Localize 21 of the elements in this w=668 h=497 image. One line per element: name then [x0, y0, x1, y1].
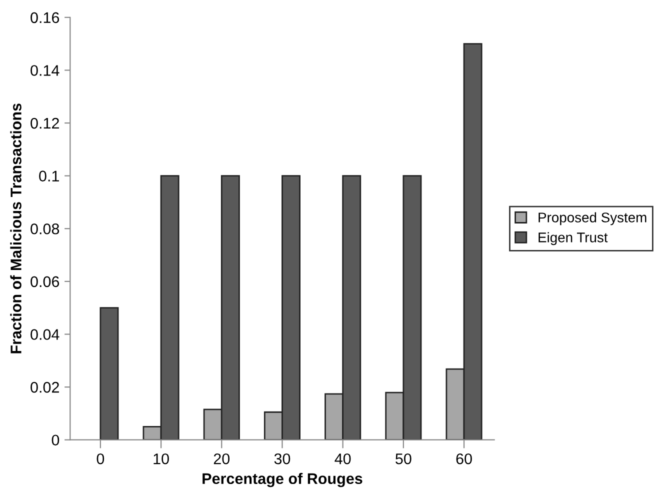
y-axis-title: Fraction of Malicious Transactions	[10, 104, 22, 354]
y-tick-label: 0.16	[30, 12, 60, 24]
legend-label: Proposed System	[538, 212, 646, 226]
y-tick-label: 0.1	[39, 170, 59, 182]
y-tick-label: 0.08	[30, 223, 60, 234]
y-tick-label: 0.02	[30, 382, 59, 393]
x-tick-label: 0	[96, 453, 104, 464]
x-axis-title: Percentage of Rouges	[202, 472, 362, 488]
y-tick-label: 0.12	[30, 118, 59, 129]
x-tick-label: 30	[274, 453, 290, 464]
x-tick-label: 40	[334, 453, 351, 464]
y-tick-label: 0.04	[30, 329, 60, 340]
bar	[100, 307, 119, 440]
y-tick-label: 0	[52, 434, 60, 446]
x-tick-label: 60	[456, 453, 472, 464]
legend-label: Eigen Trust	[538, 232, 608, 246]
y-tick-label: 0.14	[30, 65, 60, 76]
x-tick-label: 50	[396, 453, 412, 464]
y-tick-label: 0.06	[30, 276, 60, 288]
x-tick-label: 20	[214, 453, 230, 464]
x-tick-label: 10	[154, 453, 169, 464]
